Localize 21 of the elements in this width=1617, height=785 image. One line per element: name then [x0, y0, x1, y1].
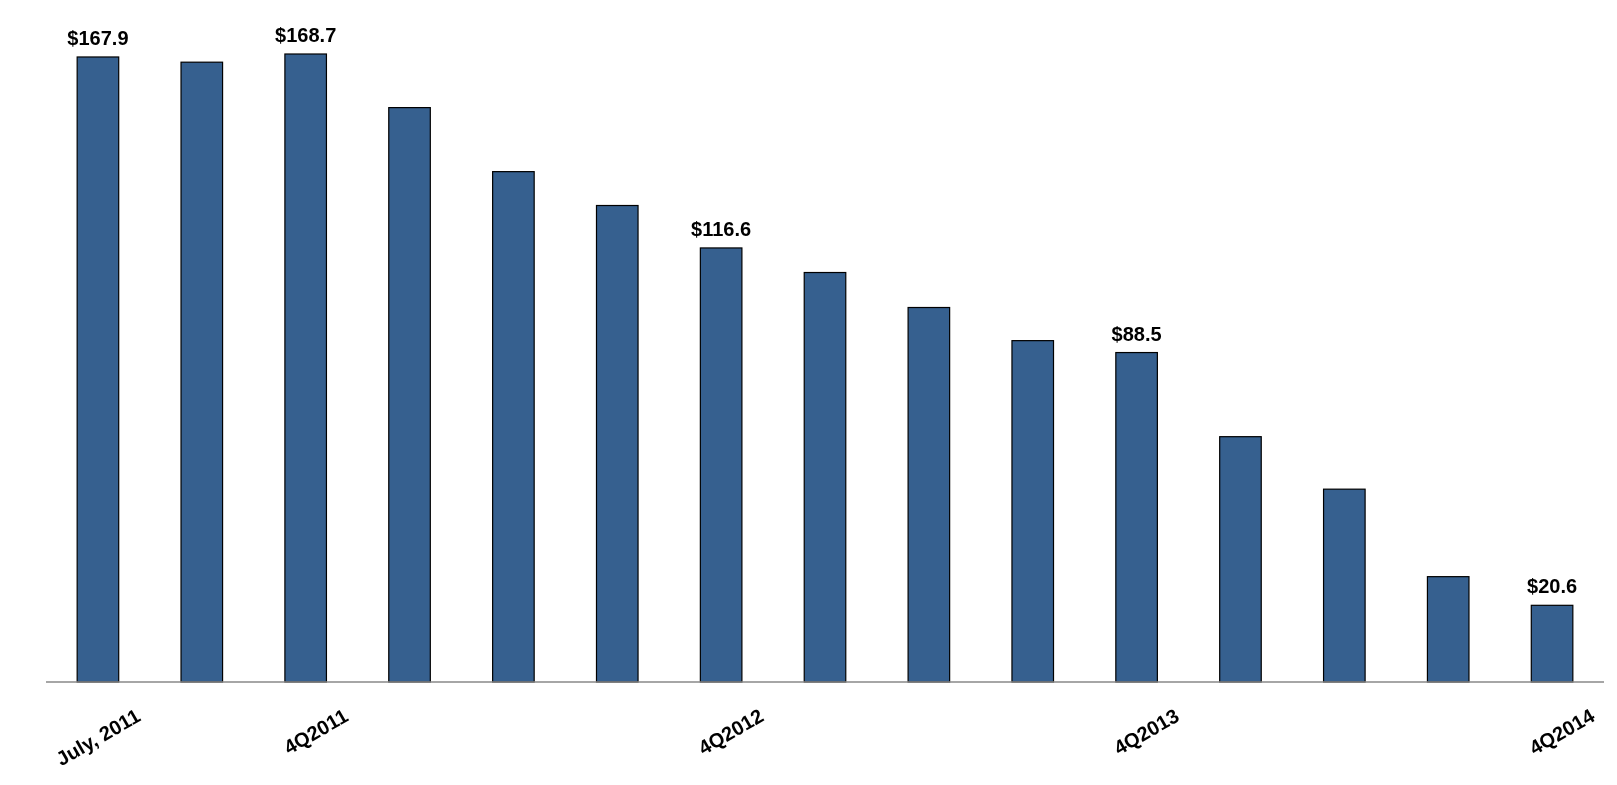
- bar: [388, 107, 431, 683]
- bar: [1115, 351, 1158, 683]
- bar: [595, 204, 639, 683]
- bar: [1426, 576, 1470, 683]
- bar: [180, 61, 224, 683]
- bar: [1530, 604, 1574, 683]
- bar: [284, 53, 328, 683]
- x-tick-label: July, 2011: [52, 704, 144, 770]
- bar: [1322, 488, 1366, 683]
- bar: [699, 247, 743, 683]
- data-label: $88.5: [1111, 322, 1162, 345]
- data-label: $116.6: [691, 217, 752, 240]
- bar: [803, 271, 847, 683]
- data-label: $20.6: [1527, 575, 1578, 598]
- data-label: $167.9: [67, 26, 129, 49]
- bar: [1219, 436, 1262, 683]
- bar: [1011, 340, 1055, 683]
- bar: [492, 171, 535, 683]
- bar: [907, 306, 951, 683]
- data-label: $168.7: [275, 24, 337, 46]
- bar: [76, 56, 120, 683]
